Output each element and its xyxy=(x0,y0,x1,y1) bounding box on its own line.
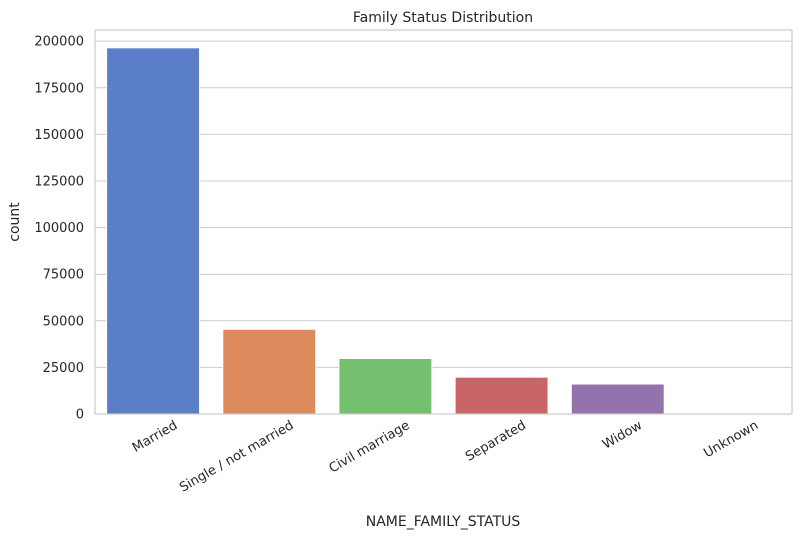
bar-widow xyxy=(570,383,665,415)
y-tick-label: 125000 xyxy=(34,174,84,189)
grid-layer xyxy=(95,40,792,415)
bar-separated xyxy=(454,376,549,415)
bar-single-not-married xyxy=(222,328,317,415)
bar-layer xyxy=(106,47,781,415)
bar-civil-marriage xyxy=(338,357,433,415)
y-tick-label: 150000 xyxy=(34,128,84,143)
y-tick-label: 75000 xyxy=(43,268,84,283)
x-tick-label: Married xyxy=(130,418,180,456)
y-tick-label: 175000 xyxy=(34,81,84,96)
plot-frame xyxy=(94,29,793,415)
x-tick-label: Single / not married xyxy=(177,418,296,495)
y-axis-label: count xyxy=(7,202,23,242)
y-tick-label: 0 xyxy=(76,408,84,423)
x-axis-label: NAME_FAMILY_STATUS xyxy=(366,514,521,530)
x-tick-label: Civil marriage xyxy=(327,418,413,476)
chart-title: Family Status Distribution xyxy=(353,10,533,26)
bar-married xyxy=(106,47,201,415)
x-tick-label: Widow xyxy=(600,418,645,453)
y-tick-label: 50000 xyxy=(43,314,84,329)
y-tick-label: 200000 xyxy=(34,35,84,50)
y-tick-label: 25000 xyxy=(43,361,84,376)
y-tick-labels: 0 25000 50000 75000 100000 125000 150000 175000… xyxy=(34,35,84,423)
y-tick-label: 100000 xyxy=(34,221,84,236)
x-tick-label: Unknown xyxy=(701,418,761,461)
x-tick-label: Separated xyxy=(463,418,529,465)
